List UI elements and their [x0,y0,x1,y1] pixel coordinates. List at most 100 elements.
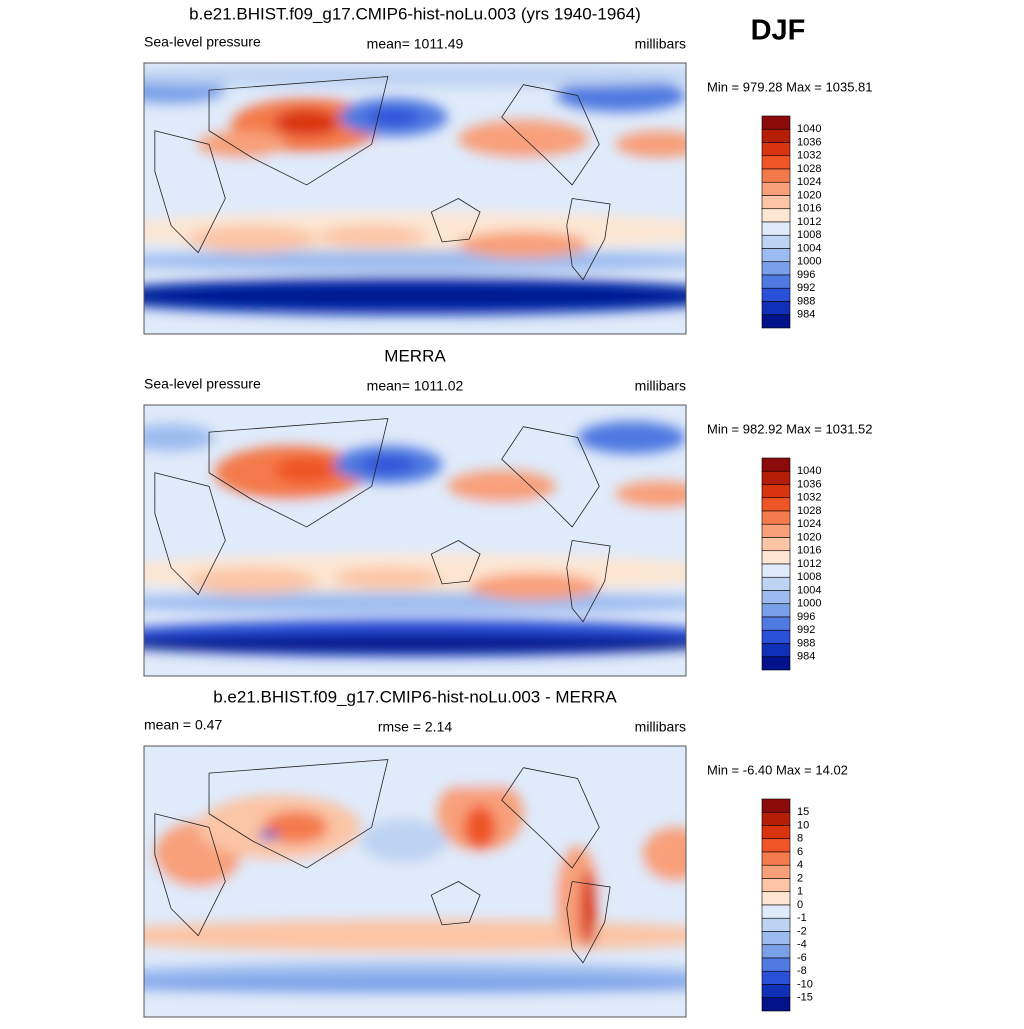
colorbar-label: -2 [797,925,807,937]
colorbar-label: 1000 [797,256,821,268]
colorbar-label: 0 [797,899,803,911]
min-max-stats: Min = 982.92 Max = 1031.52 [707,421,873,436]
panel-title: b.e21.BHIST.f09_g17.CMIP6-hist-noLu.003 … [189,4,641,23]
right-label: millibars [635,36,686,52]
map-blobs [144,421,686,658]
colorbar-box [761,510,791,525]
colorbar-box [761,142,791,157]
min-max-stats: Min = 979.28 Max = 1035.81 [707,79,873,94]
pressure-region [615,480,686,508]
colorbar-label: 1028 [797,163,821,175]
pressure-region [144,286,686,306]
pressure-region [144,633,686,653]
colorbar-box [761,301,791,316]
pressure-region [144,591,686,614]
colorbar-label: 1036 [797,478,821,490]
colorbar-label: -8 [797,965,807,977]
coastline [208,759,389,869]
pressure-region [458,119,589,158]
colorbar-label: 984 [797,309,815,321]
coastline [566,198,611,281]
colorbar-box [761,155,791,170]
colorbar-label: 1020 [797,531,821,543]
pressure-region [144,919,686,952]
season-label: DJF [751,15,806,47]
colorbar-box [761,537,791,552]
colorbar-label: 2 [797,872,803,884]
colorbar-box [761,904,791,919]
colorbar-label: 1024 [797,176,821,188]
pressure-region [360,456,415,473]
coastline [501,426,600,528]
colorbar-box [761,274,791,289]
colorbar-box [761,957,791,972]
colorbar-label: 1036 [797,136,821,148]
colorbar-label: 1008 [797,229,821,241]
colorbar-box [761,195,791,210]
colorbar-label: 8 [797,833,803,845]
pressure-region [144,249,686,272]
colorbar-label: 1016 [797,203,821,215]
pressure-region [144,157,686,213]
coastline [430,198,481,243]
colorbar-label: 988 [797,637,815,649]
center-label: mean= 1011.49 [367,36,464,52]
pressure-region [274,456,340,484]
colorbar-label: 996 [797,269,815,281]
colorbar-box [761,643,791,658]
map-frame [143,62,687,335]
pressure-region [198,130,285,158]
pressure-region [263,811,329,844]
center-label: mean= 1011.02 [367,378,464,394]
coastline [501,84,600,186]
colorbar-label: 988 [797,295,815,307]
colorbar-label: 1008 [797,571,821,583]
pressure-region [458,231,589,259]
coastline [154,472,226,596]
map-frame [143,745,687,1018]
colorbar-label: 10 [797,819,809,831]
pressure-region [615,130,686,158]
coastline [566,881,611,964]
colorbar-label: 992 [797,624,815,636]
coastline [208,76,389,186]
min-max-stats: Min = -6.40 Max = 14.02 [707,762,848,777]
colorbar-label: -4 [797,939,807,951]
right-label: millibars [635,378,686,394]
colorbar-label: 1012 [797,216,821,228]
colorbar-label: 1020 [797,189,821,201]
map-field [144,63,686,334]
colorbar-box [761,917,791,932]
colorbar-box [761,287,791,302]
pressure-region [144,423,215,452]
colorbar-box [761,984,791,999]
colorbar-box [761,181,791,196]
colorbar-box [761,550,791,565]
coastline [430,540,481,585]
colorbar-label: 1028 [797,505,821,517]
pressure-region [463,805,497,849]
colorbar-label: 1004 [797,242,821,254]
colorbar-box [761,523,791,538]
pressure-region [333,567,443,590]
colorbar-label: -6 [797,952,807,964]
colorbar-box [761,629,791,644]
colorbar-box [761,248,791,263]
colorbar-box [761,851,791,866]
coastline [208,418,389,528]
colorbar-box [761,457,791,472]
colorbar-label: 1024 [797,518,821,530]
right-label: millibars [635,719,686,735]
colorbar-label: 1040 [797,465,821,477]
pressure-region [144,65,686,88]
colorbar-label: 4 [797,859,803,871]
map-field [144,746,686,1017]
colorbar-label: 1004 [797,584,821,596]
map-blobs [144,759,686,993]
pressure-region [555,79,686,112]
colorbar-box [761,128,791,143]
colorbar-box [761,970,791,985]
colorbar-box [761,261,791,276]
colorbar-label: 996 [797,611,815,623]
pressure-region [144,854,686,909]
